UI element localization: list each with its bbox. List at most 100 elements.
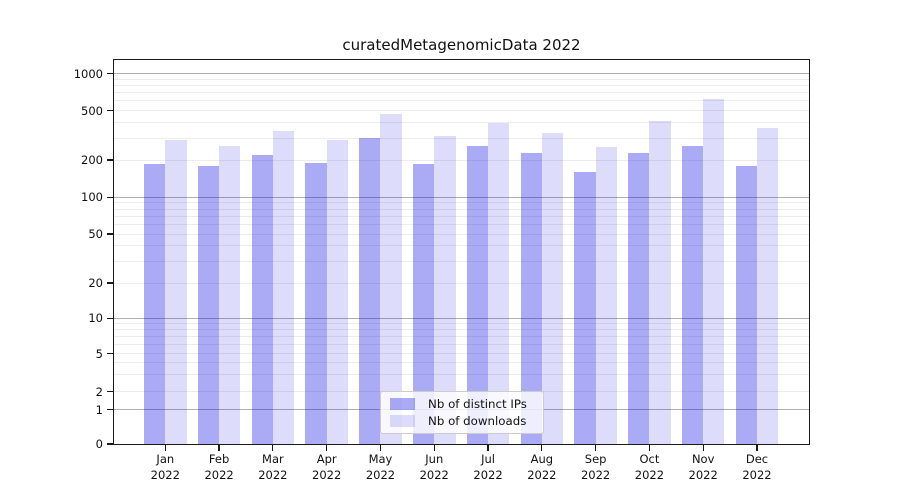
x-tick-aug [541,444,543,451]
y-tick-label-1000: 1000 [73,66,103,81]
x-tick-label-dec: Dec 2022 [742,452,772,482]
bar-jan-distinct-ips [144,163,166,444]
gridline-major-10 [113,317,810,319]
bar-oct-downloads [649,121,671,444]
legend-swatch-distinct-ips [390,398,415,410]
x-tick-jul [487,444,489,451]
bar-may-distinct-ips [359,137,381,444]
x-tick-label-aug: Aug 2022 [527,452,557,482]
y-tick-10 [107,317,113,319]
gridline-minor-400 [113,122,810,124]
gridline-minor-600 [113,100,810,102]
bar-oct-distinct-ips [628,153,650,444]
gridline-major-1000 [113,73,810,74]
y-tick-20 [107,282,113,284]
x-tick-apr [326,444,328,451]
chart-title: curatedMetagenomicData 2022 [342,36,581,54]
y-tick-label-200: 200 [81,153,103,167]
x-tick-feb [218,444,220,451]
gridline-minor-3 [113,374,810,376]
gridline-major-100 [113,196,810,198]
y-tick-200 [107,159,113,161]
gridline-minor-70 [113,215,810,217]
bar-sep-distinct-ips [574,172,596,444]
gridline-minor-60 [113,223,810,225]
bar-feb-downloads [219,145,241,444]
bar-jun-distinct-ips [412,164,435,444]
bar-dec-distinct-ips [735,166,757,444]
x-tick-label-may: May 2022 [365,452,396,482]
x-tick-label-feb: Feb 2022 [204,452,234,482]
y-tick-100 [107,196,113,198]
legend-entry-distinct-ips: Nb of distinct IPs [390,397,535,411]
gridline-minor-50 [113,233,810,235]
gridline-minor-7 [113,336,810,338]
y-tick-label-0: 0 [95,437,103,451]
legend-swatch-downloads [390,415,415,427]
legend-label-downloads: Nb of downloads [428,414,527,428]
gridline-minor-500 [113,110,810,111]
y-tick-label-500: 500 [81,103,103,118]
y-tick-label-20: 20 [88,276,103,290]
x-tick-label-nov: Nov 2022 [688,452,718,482]
bar-apr-distinct-ips [305,162,327,444]
gridline-minor-700 [113,92,810,94]
bar-apr-downloads [326,139,348,444]
x-tick-label-sep: Sep 2022 [580,452,611,482]
y-tick-label-2: 2 [95,384,103,399]
y-tick-0 [107,443,113,445]
bar-nov-downloads [703,98,725,444]
x-tick-nov [702,444,704,451]
y-tick-1000 [107,72,113,75]
bar-jul-distinct-ips [466,146,489,444]
y-tick-1 [107,408,113,411]
x-tick-oct [648,444,650,451]
bar-aug-distinct-ips [520,153,542,444]
bar-mar-downloads [272,131,295,444]
gridline-minor-40 [113,245,810,247]
y-tick-5 [107,353,113,355]
gridline-minor-9 [113,323,810,325]
bar-mar-distinct-ips [251,155,273,444]
x-tick-sep [595,444,597,451]
legend-label-distinct-ips: Nb of distinct IPs [428,397,527,411]
gridline-minor-5 [113,353,810,355]
bar-nov-distinct-ips [681,145,704,444]
y-tick-500 [107,109,113,112]
y-tick-2 [107,390,113,393]
x-tick-label-mar: Mar 2022 [258,452,288,482]
x-tick-label-jul: Jul 2022 [473,452,503,482]
y-tick-label-50: 50 [88,227,103,241]
gridline-minor-900 [113,78,810,80]
y-tick-label-5: 5 [95,346,103,361]
gridline-minor-4 [113,362,810,364]
x-tick-label-jun: Jun 2022 [419,452,449,482]
bar-jul-downloads [488,122,510,444]
y-tick-label-10: 10 [88,311,103,326]
gridline-minor-80 [113,208,810,210]
bar-dec-downloads [756,127,779,444]
gridline-minor-90 [113,202,810,204]
bar-aug-downloads [541,132,564,444]
bar-feb-distinct-ips [197,165,220,444]
legend: Nb of distinct IPs Nb of downloads [380,391,544,434]
x-tick-mar [272,444,274,451]
bar-jan-downloads [165,139,187,444]
gridline-minor-30 [113,260,810,262]
y-tick-50 [107,233,113,235]
x-tick-label-jan: Jan 2022 [150,452,180,482]
x-tick-label-apr: Apr 2022 [312,452,342,482]
x-tick-jan [164,444,166,451]
gridline-minor-200 [113,159,810,161]
bar-sep-downloads [595,146,617,444]
gridline-minor-300 [113,137,810,139]
axes-spines [112,58,811,445]
x-tick-jun [433,444,435,451]
gridline-minor-800 [113,84,810,86]
gridline-minor-20 [113,282,810,284]
gridline-minor-6 [113,343,810,345]
x-tick-dec [756,444,758,451]
bar-jun-downloads [434,135,456,444]
